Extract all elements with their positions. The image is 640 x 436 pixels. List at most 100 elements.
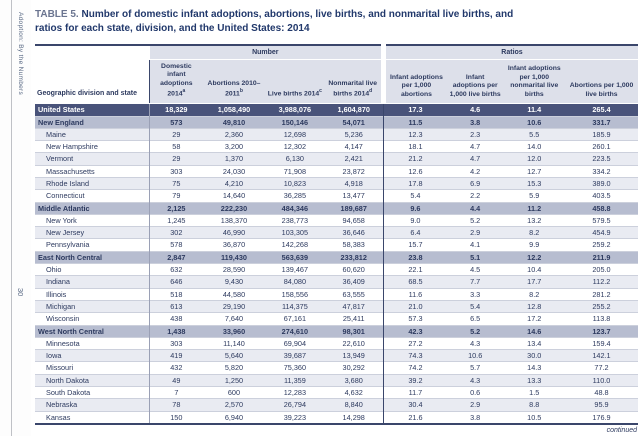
sidebar-report-title: Adoption: By the Numbers (17, 12, 24, 96)
data-cell: 4,632 (324, 386, 384, 399)
table-row: Wisconsin 438 7,640 67,161 25,411 57.3 6.5 17.2… (35, 312, 638, 326)
data-cell: 3.8 (446, 410, 504, 425)
column-header-abortions-per-live: Abortions per 1,000 live births (565, 59, 638, 105)
table-row: Massachusetts 303 24,030 71,908 23,872 12.6 4.… (35, 164, 638, 178)
data-cell: 6.4 (383, 226, 447, 239)
data-cell: 14.6 (503, 324, 565, 338)
page-margin-sidebar: Adoption: By the Numbers 30 (0, 0, 31, 436)
data-cell: 39.2 (383, 373, 447, 387)
data-cell: 17.8 (383, 176, 447, 190)
data-cell: 3,988,076 (265, 103, 325, 116)
data-cell: 454.9 (565, 226, 638, 239)
data-cell: 4.6 (446, 103, 504, 116)
data-cell: 646 (149, 275, 203, 289)
data-cell: 5.4 (446, 299, 504, 313)
data-cell: 4.5 (446, 263, 504, 276)
row-label: United States (35, 103, 151, 116)
data-cell: 185.9 (565, 127, 638, 141)
data-cell: 23,872 (324, 164, 384, 178)
table-row: Illinois 518 44,580 158,556 63,555 11.6 3.3 8.2… (35, 287, 638, 301)
data-cell: 18,329 (149, 103, 203, 116)
table-row: Minnesota 303 11,140 69,904 22,610 27.2 4.3 13.… (35, 336, 638, 350)
data-cell: 5.5 (503, 127, 565, 141)
data-cell: 4.3 (446, 373, 504, 387)
data-cell: 2,847 (149, 250, 203, 264)
data-cell: 303 (149, 336, 203, 350)
data-cell: 259.2 (565, 238, 638, 252)
data-cell: 23.8 (383, 250, 447, 264)
table-row: Indiana 646 9,430 84,080 36,409 68.5 7.7 17.7 11… (35, 275, 638, 289)
data-cell: 69,904 (265, 336, 325, 350)
data-cell: 281.2 (565, 287, 638, 301)
data-cell: 33,960 (202, 324, 266, 338)
data-cell: 24,030 (202, 164, 266, 178)
column-header-ratio-abortions: Infant adoptions per 1,000 abortions (383, 59, 447, 105)
data-cell: 3.8 (446, 115, 504, 129)
data-cell: 21.0 (383, 299, 447, 313)
data-cell: 518 (149, 287, 203, 301)
data-cell: 255.2 (565, 299, 638, 313)
row-label: Minnesota (35, 336, 151, 350)
data-cell: 98,301 (324, 324, 384, 338)
column-header-state: Geographic division and state (35, 59, 151, 105)
data-cell: 26,794 (265, 398, 325, 412)
row-label: Kansas (35, 410, 151, 425)
row-label: Missouri (35, 361, 151, 375)
data-cell: 63,555 (324, 287, 384, 301)
column-header-abortions: Abortions 2010–2011b (202, 59, 266, 105)
table-row: Iowa 419 5,640 39,687 13,949 74.3 10.6 30.0 142.… (35, 349, 638, 362)
data-cell: 75 (149, 176, 203, 190)
data-cell: 6.9 (446, 176, 504, 190)
data-cell: 54,071 (324, 115, 384, 129)
table-row: Middle Atlantic 2,125 222,230 484,346 189,68… (35, 201, 638, 215)
data-cell: 389.0 (565, 176, 638, 190)
data-cell: 176.9 (565, 410, 638, 425)
data-cell: 17.3 (383, 103, 447, 116)
data-cell: 103,305 (265, 226, 325, 239)
data-cell: 29 (149, 152, 203, 166)
data-cell: 4.1 (446, 238, 504, 252)
data-cell: 8.8 (503, 398, 565, 412)
data-cell: 432 (149, 361, 203, 375)
data-cell: 331.7 (565, 115, 638, 129)
row-label: Pennsylvania (35, 238, 151, 252)
data-cell: 2,421 (324, 152, 384, 166)
data-cell: 223.5 (565, 152, 638, 166)
data-cell: 58,383 (324, 238, 384, 252)
group-header-ratios: Ratios (383, 44, 638, 60)
row-label: Ohio (35, 263, 151, 276)
row-label: Middle Atlantic (35, 201, 151, 215)
row-label: Illinois (35, 287, 151, 301)
row-label: Michigan (35, 299, 151, 313)
data-cell: 17.7 (503, 275, 565, 289)
data-cell: 36,409 (324, 275, 384, 289)
data-cell: 632 (149, 263, 203, 276)
row-label: East North Central (35, 250, 151, 264)
data-cell: 21.2 (383, 152, 447, 166)
row-label: Maine (35, 127, 151, 141)
data-cell: 13,949 (324, 349, 384, 362)
data-cell: 4.4 (446, 201, 504, 215)
row-label: New York (35, 213, 151, 227)
data-cell: 2.3 (446, 127, 504, 141)
row-label: West North Central (35, 324, 151, 338)
row-label: New Hampshire (35, 140, 151, 153)
row-label: South Dakota (35, 386, 151, 399)
data-cell: 1,250 (202, 373, 266, 387)
row-label: Massachusetts (35, 164, 151, 178)
data-cell: 274,610 (265, 324, 325, 338)
data-cell: 0.6 (446, 386, 504, 399)
table-row: Maine 29 2,360 12,698 5,236 12.3 2.3 5.5 185.9 (35, 127, 638, 141)
data-cell: 6,940 (202, 410, 266, 425)
data-cell: 29 (149, 127, 203, 141)
data-cell: 189,687 (324, 201, 384, 215)
table-row: United States 18,329 1,058,490 3,988,076 1,6… (35, 103, 638, 116)
table-row: New Hampshire 58 3,200 12,302 4,147 18.1 4.7 14… (35, 140, 638, 153)
data-cell: 14.3 (503, 361, 565, 375)
data-cell: 12.8 (503, 299, 565, 313)
data-cell: 49,810 (202, 115, 266, 129)
data-cell: 39,687 (265, 349, 325, 362)
data-cell: 419 (149, 349, 203, 362)
data-cell: 5.4 (383, 189, 447, 203)
data-cell: 4,147 (324, 140, 384, 153)
